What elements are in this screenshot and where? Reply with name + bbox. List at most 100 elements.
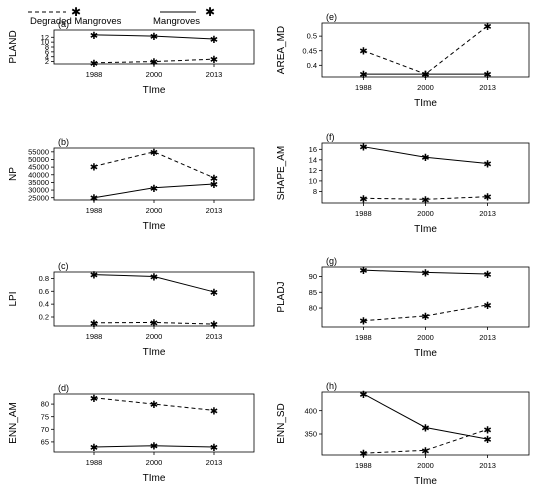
panel-label: (b) xyxy=(58,137,69,147)
x-tick-label: 2013 xyxy=(206,70,223,79)
y-axis-label: NP xyxy=(8,167,19,181)
x-tick-label: 2000 xyxy=(417,333,434,342)
legend: ✱ Degraded Mangroves ✱ Mangroves xyxy=(28,5,215,27)
x-tick-label: 2000 xyxy=(146,70,163,79)
x-tick-label: 1988 xyxy=(86,206,103,215)
panel-label: (a) xyxy=(58,19,69,29)
y-tick-label: 8 xyxy=(45,43,49,52)
panel-label: (f) xyxy=(326,132,335,142)
point-mangroves: ✱ xyxy=(483,70,491,81)
point-degraded-mangroves: ✱ xyxy=(90,162,98,173)
point-mangroves: ✱ xyxy=(483,160,491,171)
point-degraded-mangroves: ✱ xyxy=(90,394,98,405)
y-tick-label: 0.2 xyxy=(39,313,49,322)
point-mangroves: ✱ xyxy=(359,70,367,81)
y-tick-label: 350 xyxy=(304,430,317,439)
y-tick-label: 16 xyxy=(309,145,317,154)
point-degraded-mangroves: ✱ xyxy=(421,312,429,323)
y-tick-label: 0.45 xyxy=(302,46,317,55)
point-mangroves: ✱ xyxy=(150,442,158,453)
point-degraded-mangroves: ✱ xyxy=(210,55,218,66)
x-tick-label: 1988 xyxy=(355,209,372,218)
point-degraded-mangroves: ✱ xyxy=(421,70,429,81)
panel-e: (e) 0.4 0.45 0.5 1988 2000 2013 TIme AREA_MD ✱ ✱ ✱ ✱… xyxy=(276,12,530,109)
x-tick-label: 2013 xyxy=(206,458,223,467)
panel-label: (e) xyxy=(326,12,337,22)
plot-frame xyxy=(321,22,530,78)
point-mangroves: ✱ xyxy=(359,143,367,154)
y-tick-label: 400 xyxy=(304,406,317,415)
y-tick-label: 6 xyxy=(45,47,49,56)
y-tick-label: 0.4 xyxy=(307,61,317,70)
point-degraded-mangroves: ✱ xyxy=(210,174,218,185)
point-mangroves: ✱ xyxy=(90,443,98,454)
point-mangroves: ✱ xyxy=(210,443,218,454)
panel-label: (c) xyxy=(58,261,69,271)
y-tick-label: 45000 xyxy=(28,163,49,172)
legend-marker: ✱ xyxy=(205,5,215,19)
series-line-mangroves xyxy=(363,393,488,440)
x-tick-label: 2000 xyxy=(146,206,163,215)
point-mangroves: ✱ xyxy=(210,288,218,299)
panel-g: (g) 80 85 90 1988 2000 2013 TIme PLADJ ✱ ✱ ✱ ✱ ✱ ✱ xyxy=(276,256,530,359)
y-tick-label: 50000 xyxy=(28,155,49,164)
point-degraded-mangroves: ✱ xyxy=(210,406,218,417)
legend-marker: ✱ xyxy=(71,5,81,19)
x-tick-label: 1988 xyxy=(355,461,372,470)
point-degraded-mangroves: ✱ xyxy=(150,318,158,329)
plot-frame xyxy=(321,142,530,204)
x-tick-label: 1988 xyxy=(86,70,103,79)
x-tick-label: 2013 xyxy=(206,332,223,341)
y-axis-label: SHAPE_AM xyxy=(276,146,287,200)
x-tick-label: 1988 xyxy=(86,332,103,341)
series-line-degraded-mangroves xyxy=(93,397,215,411)
point-mangroves: ✱ xyxy=(150,32,158,43)
point-mangroves: ✱ xyxy=(90,31,98,42)
point-degraded-mangroves: ✱ xyxy=(359,317,367,328)
y-tick-label: 80 xyxy=(41,400,49,409)
y-tick-label: 10 xyxy=(41,38,49,47)
point-degraded-mangroves: ✱ xyxy=(421,195,429,206)
series-line-degraded-mangroves xyxy=(93,58,215,64)
y-tick-label: 90 xyxy=(309,272,317,281)
panel-c: (c) 0.2 0.4 0.6 0.8 1988 2000 2013 TIme LPI ✱ ✱ ✱ ✱ ✱ ✱ xyxy=(8,261,255,358)
point-degraded-mangroves: ✱ xyxy=(150,148,158,159)
y-axis-label: ENN_SD xyxy=(276,403,287,444)
y-tick-label: 0.6 xyxy=(39,287,49,296)
panel-d: (d) 65 70 75 80 1988 2000 2013 TIme ENN_AM ✱ ✱ ✱ ✱ ✱ ✱ xyxy=(8,383,255,484)
y-tick-label: 10 xyxy=(309,176,317,185)
series-line-mangroves xyxy=(93,34,215,40)
series-line-mangroves xyxy=(93,183,215,199)
y-tick-label: 14 xyxy=(309,155,317,164)
y-tick-label: 80 xyxy=(309,304,317,313)
series-line-mangroves xyxy=(93,445,215,448)
point-mangroves: ✱ xyxy=(210,180,218,191)
point-mangroves: ✱ xyxy=(90,271,98,282)
point-degraded-mangroves: ✱ xyxy=(359,449,367,460)
x-tick-label: 2000 xyxy=(146,332,163,341)
x-tick-label: 2013 xyxy=(479,461,496,470)
point-mangroves: ✱ xyxy=(421,70,429,81)
y-tick-label: 70 xyxy=(41,425,49,434)
panel-label: (d) xyxy=(58,383,69,393)
y-tick-label: 0.8 xyxy=(39,274,49,283)
y-axis-label: LPI xyxy=(8,291,19,306)
y-axis-label: PLADJ xyxy=(276,281,287,312)
point-degraded-mangroves: ✱ xyxy=(359,194,367,205)
y-axis-label: AREA_MD xyxy=(276,26,287,74)
x-axis-label: TIme xyxy=(414,98,437,109)
y-tick-label: 0.4 xyxy=(39,300,49,309)
y-tick-label: 30000 xyxy=(28,186,49,195)
y-tick-label: 25000 xyxy=(28,193,49,202)
x-tick-label: 1988 xyxy=(355,333,372,342)
y-tick-label: 12 xyxy=(309,166,317,175)
y-tick-label: 2 xyxy=(45,57,49,66)
point-degraded-mangroves: ✱ xyxy=(150,400,158,411)
series-line-degraded-mangroves xyxy=(363,428,488,454)
x-tick-label: 2013 xyxy=(479,209,496,218)
point-mangroves: ✱ xyxy=(210,35,218,46)
x-axis-label: TIme xyxy=(143,473,166,484)
